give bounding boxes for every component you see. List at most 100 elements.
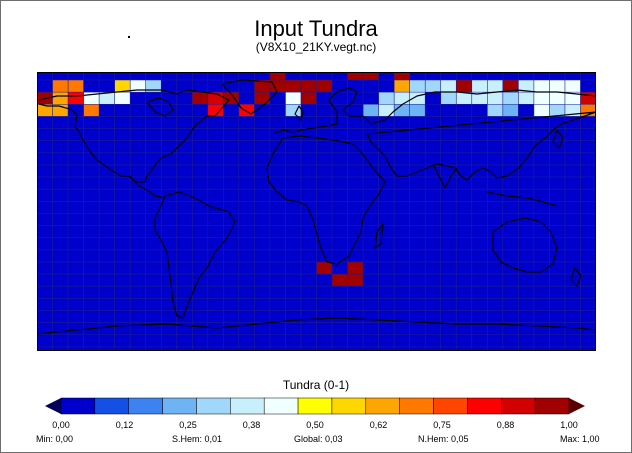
coastline-africa [266, 135, 386, 265]
tundra-cell [502, 80, 519, 93]
tundra-cell [409, 104, 426, 117]
tundra-cell [363, 72, 379, 80]
tundra-cell [347, 72, 364, 80]
tundra-cell [37, 104, 53, 117]
tundra-cell [114, 92, 131, 105]
map-border [37, 72, 596, 351]
tundra-cell [549, 92, 565, 105]
tundra-cell [409, 80, 426, 93]
map-title: Input Tundra [254, 16, 378, 41]
coastline-antarctica [37, 317, 596, 335]
tundra-cell [347, 261, 364, 275]
colorbar-swatch [331, 397, 367, 415]
stray-dot [128, 36, 130, 38]
colorbar-swatch [263, 397, 299, 415]
tundra-cell [580, 92, 596, 105]
tundra-cell [564, 92, 581, 105]
colorbar-swatch [501, 397, 536, 415]
colorbar-swatch [128, 397, 163, 415]
tundra-cell [254, 80, 270, 93]
coastline-britain [294, 105, 304, 121]
tundra-cell [363, 104, 379, 117]
colorbar-swatch [365, 397, 400, 415]
tundra-cell [440, 92, 457, 105]
colorbar-swatches [60, 397, 570, 415]
tundra-cell [269, 80, 286, 93]
colorbar-swatch [60, 397, 96, 415]
coastline-greenland [221, 79, 278, 115]
coastline-india [432, 163, 458, 189]
colorbar-swatch [196, 397, 231, 415]
colorbar-tick-label: 0,12 [115, 420, 134, 430]
colorbar-swatch [230, 397, 265, 415]
colorbar-tick-label: 0,88 [496, 420, 515, 430]
tundra-cell [394, 104, 410, 117]
coastline-europe [272, 87, 372, 135]
tundra-cell [378, 92, 395, 105]
coastline-hudson [146, 97, 174, 117]
coastline-asia [366, 89, 596, 181]
tundra-cell [285, 80, 301, 93]
colorbar-swatch [94, 397, 129, 415]
tundra-cell [502, 104, 519, 117]
tundra-cell [52, 80, 69, 93]
tundra-cell [68, 92, 84, 105]
tundra-cell [487, 104, 503, 117]
coastline-new-zealand [570, 267, 582, 287]
tundra-cell [471, 92, 488, 105]
tundra-cell [518, 80, 534, 93]
colorbar-tick-label: 0,62 [369, 420, 388, 430]
tundra-cells [37, 72, 596, 287]
tundra-cell [456, 80, 472, 93]
tundra-cell [316, 80, 333, 93]
tundra-cell [564, 80, 581, 93]
tundra-cell [518, 92, 534, 105]
tundra-cell [300, 92, 317, 105]
coastline-australia [492, 217, 558, 273]
coastline-north-america [38, 89, 230, 183]
tundra-cell [425, 80, 441, 93]
colorbar-tick-label: 0,75 [433, 420, 451, 430]
stat-shem: S.Hem: 0,01 [172, 434, 223, 444]
map-subtitle: (V8X10_21KY.vegt.nc) [255, 40, 377, 54]
tundra-cell [332, 274, 348, 287]
coastlines [37, 79, 596, 335]
colorbar-label: Tundra (0-1) [282, 378, 350, 392]
tundra-cell [533, 92, 550, 105]
colorbar [45, 397, 585, 415]
colorbar-over-arrow [569, 398, 585, 414]
stat-global: Global: 0,03 [294, 434, 343, 444]
tundra-cell [378, 104, 395, 117]
tundra-cell [440, 80, 457, 93]
tundra-cell [487, 80, 503, 93]
colorbar-tick-label: 1,00 [560, 420, 578, 430]
world-map [37, 72, 596, 351]
coastline-south-america [154, 191, 236, 319]
coastline-central-america [128, 175, 166, 199]
tundra-cell [487, 92, 503, 105]
tundra-cell [533, 80, 550, 93]
colorbar-tick-label: 0,50 [306, 420, 324, 430]
tundra-cell [254, 92, 270, 105]
colorbar-swatch [534, 397, 570, 415]
tundra-cell [207, 104, 224, 117]
tundra-cell [83, 104, 100, 117]
tundra-cell [285, 92, 301, 105]
tundra-cell [68, 80, 84, 93]
colorbar-swatch [433, 397, 468, 415]
colorbar-under-arrow [45, 398, 61, 414]
coastline-madagascar [374, 223, 384, 249]
colorbar-tick-label: 0,00 [52, 420, 70, 430]
tundra-cell [145, 80, 162, 93]
stat-max: Max: 1,00 [560, 434, 600, 444]
colorbar-swatch [162, 397, 197, 415]
tundra-cell [130, 80, 146, 93]
coastline-indonesia [486, 191, 558, 207]
colorbar-tick-label: 0,38 [242, 420, 261, 430]
tundra-cell [347, 274, 364, 287]
colorbar-swatch [467, 397, 502, 415]
tundra-cell [502, 92, 519, 105]
tundra-cell [238, 104, 255, 117]
tundra-cell [394, 80, 410, 93]
tundra-cell [533, 104, 550, 117]
